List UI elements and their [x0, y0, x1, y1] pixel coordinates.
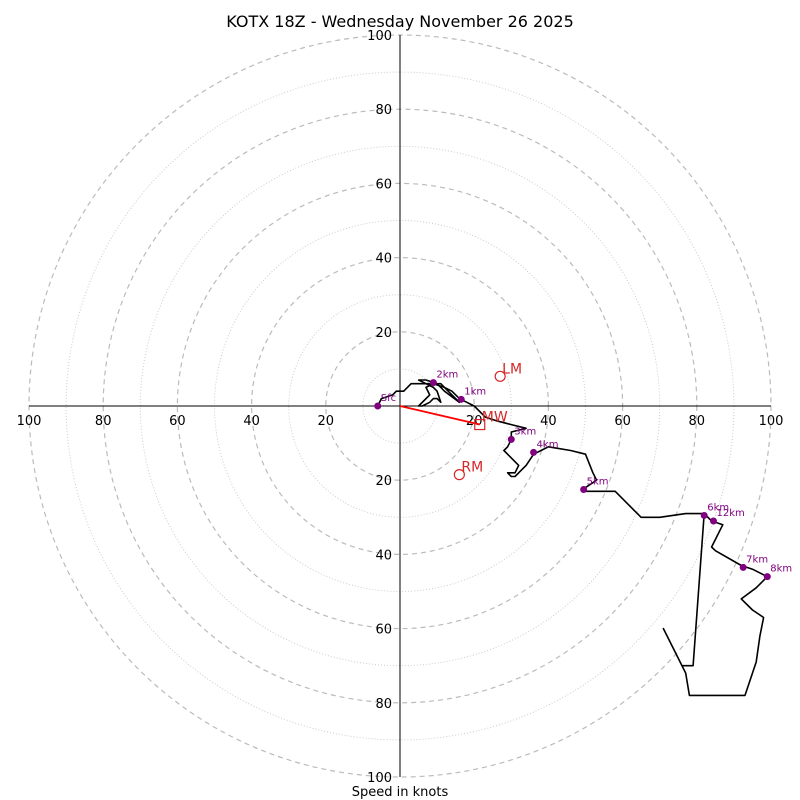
height-label-3km: 3km	[514, 426, 536, 437]
x-tick-label: 60	[614, 414, 631, 429]
storm-marker-LM	[494, 370, 506, 382]
x-axis-label: Speed in knots	[352, 785, 449, 800]
height-marker-Sfc	[374, 402, 382, 410]
x-tick-label: 100	[759, 414, 784, 429]
height-label-12km: 12km	[716, 508, 744, 519]
x-tick-label: 60	[169, 414, 186, 429]
height-label-6km: 6km	[707, 502, 729, 513]
y-tick-label: 40	[375, 548, 392, 563]
height-marker-5km	[580, 485, 588, 493]
y-tick-label: 60	[375, 623, 392, 638]
height-marker-12km	[709, 517, 717, 525]
height-marker-4km	[530, 448, 538, 456]
chart-title: KOTX 18Z - Wednesday November 26 2025	[226, 12, 574, 31]
x-tick-label: 40	[243, 414, 260, 429]
height-marker-6km	[700, 511, 708, 519]
y-tick-label: 60	[375, 177, 392, 192]
x-tick-label: 40	[540, 414, 557, 429]
height-marker-3km	[507, 435, 515, 443]
storm-motion-markers: LM MW RM	[453, 361, 522, 481]
height-marker-2km	[429, 379, 437, 387]
storm-label-MW: MW	[482, 410, 508, 426]
height-label-4km: 4km	[537, 439, 559, 450]
height-label-Sfc: Sfc	[381, 393, 396, 404]
x-tick-label: 80	[689, 414, 706, 429]
shear-vector	[399, 405, 480, 426]
trace-line	[376, 379, 769, 697]
storm-marker-MW	[474, 418, 486, 431]
storm-marker-RM	[453, 469, 465, 481]
storm-label-LM: LM	[502, 361, 522, 377]
y-tick-label: 20	[375, 474, 392, 489]
x-tick-label: 100	[17, 414, 42, 429]
storm-label-RM: RM	[461, 460, 483, 476]
y-tick-label: 100	[367, 771, 392, 786]
x-tick-label: 80	[95, 414, 112, 429]
tick-labels: 100 80 60 40 20 20 40 60 80 100100806040202040608…	[17, 29, 784, 786]
height-marker-7km	[739, 563, 747, 571]
x-tick-label: 20	[318, 414, 335, 429]
y-tick-label: 100	[367, 29, 392, 44]
height-label-5km: 5km	[587, 476, 609, 487]
y-tick-label: 20	[375, 326, 392, 341]
height-label-2km: 2km	[436, 370, 458, 381]
height-label-8km: 8km	[770, 564, 792, 575]
y-tick-label: 80	[375, 697, 392, 712]
height-marker-1km	[457, 395, 465, 403]
y-tick-label: 40	[375, 252, 392, 267]
shear-vector-line	[399, 405, 480, 426]
height-label-7km: 7km	[746, 554, 768, 565]
y-tick-label: 80	[375, 103, 392, 118]
hodograph-trace	[376, 379, 769, 697]
height-marker-8km	[763, 573, 771, 581]
height-label-1km: 1km	[464, 386, 486, 397]
